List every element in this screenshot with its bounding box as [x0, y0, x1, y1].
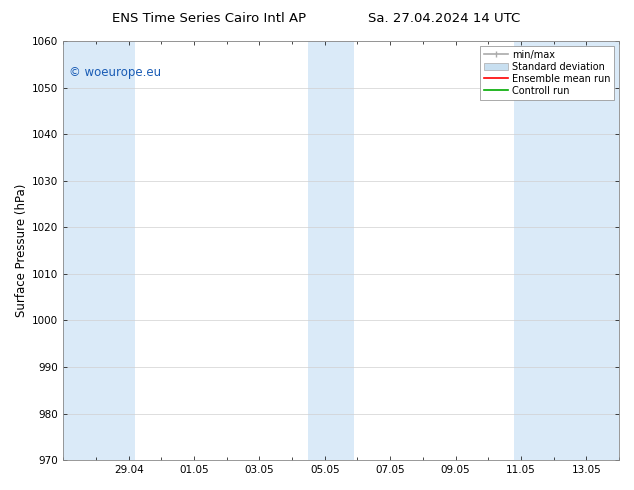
Text: ENS Time Series Cairo Intl AP: ENS Time Series Cairo Intl AP: [112, 12, 306, 25]
Bar: [63, 41, 135, 460]
Bar: [514, 41, 619, 460]
Legend: min/max, Standard deviation, Ensemble mean run, Controll run: min/max, Standard deviation, Ensemble me…: [480, 46, 614, 99]
Y-axis label: Surface Pressure (hPa): Surface Pressure (hPa): [15, 184, 28, 318]
Text: © woeurope.eu: © woeurope.eu: [69, 66, 161, 79]
Bar: [309, 41, 354, 460]
Text: Sa. 27.04.2024 14 UTC: Sa. 27.04.2024 14 UTC: [368, 12, 520, 25]
